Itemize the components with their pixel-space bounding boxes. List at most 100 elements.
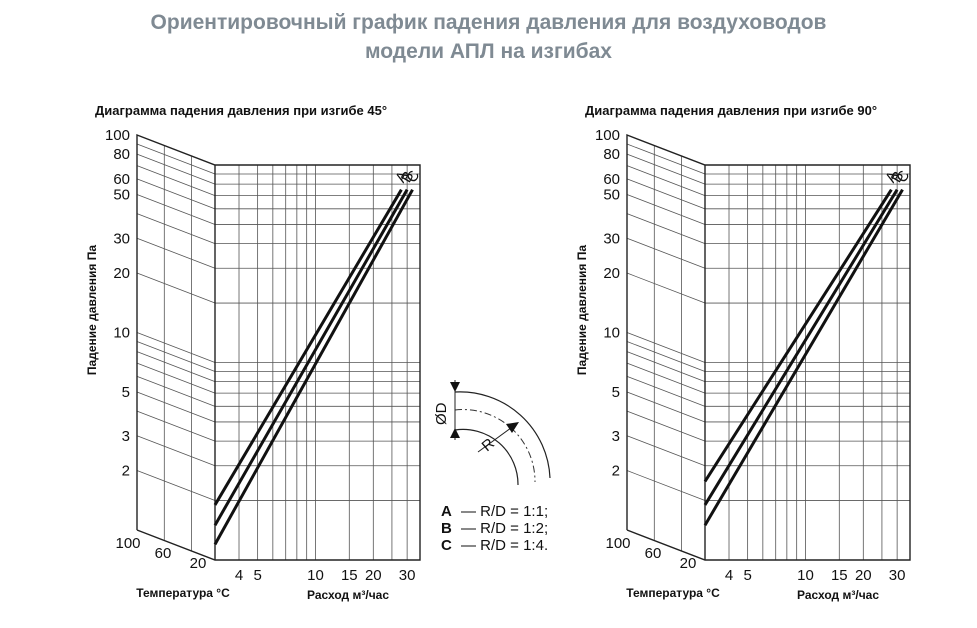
temp-axis-label: Температура °С (626, 586, 720, 600)
chart-panel: Диаграмма падения давления при изгибе 90… (575, 103, 913, 602)
gridline-temp-zone (626, 470, 706, 501)
y-tick-label: 3 (612, 428, 620, 445)
diameter-arrow-bottom (450, 428, 460, 438)
gridline-temp-zone (136, 237, 216, 269)
x-tick-label: 4 (235, 567, 243, 584)
y-tick-label: 30 (603, 230, 620, 247)
x-axis-label: Расход м³/час (797, 588, 879, 602)
page-title: Ориентировочный график падения давления … (0, 8, 977, 66)
x-tick-label: 20 (855, 567, 872, 584)
gridline-temp-zone (626, 351, 706, 383)
series-line (213, 188, 409, 526)
title-line-1: Ориентировочный график падения давления … (150, 11, 827, 34)
bend-inner-arc (454, 428, 519, 486)
temp-tick-label: 20 (680, 555, 697, 572)
gridline-temp-zone (136, 362, 216, 394)
x-tick-label: 15 (341, 567, 358, 584)
radius-label: R (479, 435, 498, 455)
gridline-temp-zone (136, 410, 216, 442)
x-tick-label: 20 (365, 567, 382, 584)
legend-text: — R/D = 1:2; (461, 520, 548, 537)
legend-text: — R/D = 1:4. (461, 537, 548, 554)
chart-title: Диаграмма падения давления при изгибе 90… (585, 103, 877, 118)
gridline-temp-zone (136, 470, 216, 501)
legend-item: C — R/D = 1:4. (441, 537, 548, 554)
legend-key: C (441, 537, 452, 554)
y-tick-label: 80 (603, 146, 620, 163)
y-axis-label: Падение давления Па (85, 245, 99, 375)
x-tick-label: 30 (399, 567, 416, 584)
chart-frame (136, 133, 421, 561)
gridline-temp-zone (626, 272, 706, 304)
y-axis-label: Падение давления Па (575, 245, 589, 375)
diameter-label: ØD (433, 402, 450, 425)
legend-text: — R/D = 1:1; (461, 503, 548, 520)
y-tick-label: 5 (122, 384, 130, 401)
gridline-temp-zone (626, 165, 706, 196)
gridline-temp-zone (626, 153, 706, 185)
radius-dimension (477, 424, 516, 453)
gridline-temp-zone (626, 194, 706, 225)
gridline-temp-zone (136, 143, 216, 175)
x-tick-label: 5 (253, 567, 261, 584)
x-tick-label: 30 (889, 567, 906, 584)
x-tick-label: 5 (743, 567, 751, 584)
temp-tick-label: 20 (190, 555, 207, 572)
bend-diagram: ØD R (433, 380, 551, 486)
y-tick-label: 20 (603, 265, 620, 282)
gridline-temp-zone (626, 341, 706, 372)
radius-arrow (506, 422, 519, 433)
y-tick-label: 80 (113, 146, 130, 163)
y-tick-label: 30 (113, 230, 130, 247)
gridline-temp-zone (626, 410, 706, 442)
y-tick-label: 3 (122, 428, 130, 445)
x-tick-label: 10 (797, 567, 814, 584)
y-tick-label: 5 (612, 384, 620, 401)
temp-tick-label: 100 (115, 535, 140, 552)
gridline-temp-zone (136, 341, 216, 372)
legend: A — R/D = 1:1; B — R/D = 1:2; C — R/D = … (441, 503, 548, 554)
y-tick-label: 60 (603, 171, 620, 188)
y-tick-label: 60 (113, 171, 130, 188)
gridline-temp-zone (136, 375, 216, 407)
title-line-2: модели АПЛ на изгибах (365, 40, 612, 63)
gridline-temp-zone (136, 153, 216, 185)
chart-title: Диаграмма падения давления при изгибе 45… (95, 103, 387, 118)
chart-panel: Диаграмма падения давления при изгибе 45… (85, 103, 423, 602)
gridline-temp-zone (626, 213, 706, 244)
series-line (703, 188, 893, 483)
y-tick-label: 100 (595, 127, 620, 144)
y-tick-label: 50 (603, 186, 620, 203)
gridline-temp-zone (136, 332, 216, 363)
y-tick-label: 2 (122, 463, 130, 480)
legend-item: B — R/D = 1:2; (441, 520, 548, 537)
series-line (703, 188, 904, 526)
gridline-temp-zone (136, 351, 216, 383)
temp-tick-label: 100 (605, 535, 630, 552)
legend-key: A (441, 503, 452, 520)
chart-frame (626, 133, 911, 561)
gridline-temp-zone (136, 435, 216, 467)
temp-tick-label: 60 (155, 545, 172, 562)
y-tick-label: 10 (113, 325, 130, 342)
bend-outer-arc (454, 391, 551, 479)
series-line (213, 188, 414, 546)
gridline-temp-zone (626, 362, 706, 394)
y-tick-label: 10 (603, 325, 620, 342)
temp-axis-label: Температура °С (136, 586, 230, 600)
gridline-temp-zone (136, 165, 216, 196)
gridline-temp-zone (626, 332, 706, 363)
gridline-temp-zone (626, 391, 706, 423)
gridline-temp-zone (626, 178, 706, 210)
x-tick-label: 4 (725, 567, 733, 584)
x-tick-label: 15 (831, 567, 848, 584)
gridline-temp-zone (136, 391, 216, 423)
series-line (703, 188, 899, 506)
gridline-temp-zone (626, 143, 706, 175)
temp-tick-label: 60 (645, 545, 662, 562)
legend-key: B (441, 520, 452, 537)
series-line (213, 188, 403, 506)
y-tick-label: 20 (113, 265, 130, 282)
